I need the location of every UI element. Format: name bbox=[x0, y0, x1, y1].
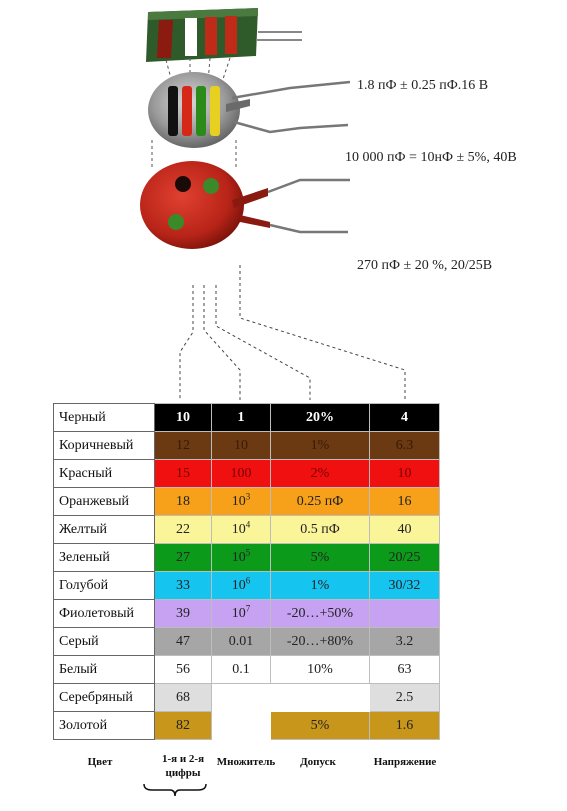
footer-voltage-label: Напряжение bbox=[373, 756, 437, 768]
voltage-cell: 6.3 bbox=[369, 431, 440, 460]
multiplier-base: 10 bbox=[231, 521, 246, 537]
multiplier-cell bbox=[211, 683, 271, 712]
multiplier-cell: 0.1 bbox=[211, 655, 271, 684]
tolerance-cell: 0.5 пФ bbox=[270, 515, 370, 544]
multiplier-exponent: 7 bbox=[245, 602, 251, 613]
footer-digits-line2: цифры bbox=[165, 767, 201, 779]
digits-cell: 22 bbox=[154, 515, 212, 544]
multiplier-cell: 103 bbox=[211, 487, 271, 516]
color-name-cell: Желтый bbox=[53, 515, 155, 544]
table-row: Черный 10 1 20% 4 bbox=[53, 403, 440, 432]
footer-digits-line1: 1-я и 2-я bbox=[161, 753, 205, 765]
footer-color-label: Цвет bbox=[87, 756, 113, 768]
voltage-cell: 30/32 bbox=[369, 571, 440, 600]
digits-cell: 39 bbox=[154, 599, 212, 628]
tolerance-cell: 1% bbox=[270, 571, 370, 600]
digits-cell: 27 bbox=[154, 543, 212, 572]
multiplier-cell: 100 bbox=[211, 459, 271, 488]
color-name-cell: Зеленый bbox=[53, 543, 155, 572]
table-row: Серый 47 0.01 -20…+80% 3.2 bbox=[53, 627, 440, 656]
color-name-cell: Серебряный bbox=[53, 683, 155, 712]
connector-lines bbox=[179, 265, 406, 400]
footer-multiplier-label: Множитель bbox=[216, 756, 276, 768]
tolerance-cell: 5% bbox=[270, 711, 370, 740]
red-disc-capacitor bbox=[140, 161, 350, 249]
multiplier-cell: 1 bbox=[211, 403, 271, 432]
color-name-cell: Голубой bbox=[53, 571, 155, 600]
color-name-cell: Фиолетовый bbox=[53, 599, 155, 628]
voltage-cell: 2.5 bbox=[369, 683, 440, 712]
digits-brace bbox=[143, 783, 207, 797]
caption-red-capacitor: 10 000 пФ = 10нФ ± 5%, 40В bbox=[345, 150, 517, 165]
voltage-cell: 1.6 bbox=[369, 711, 440, 740]
multiplier-cell: 106 bbox=[211, 571, 271, 600]
tolerance-cell: 10% bbox=[270, 655, 370, 684]
multiplier-cell bbox=[211, 711, 271, 740]
multiplier-base: 10 bbox=[231, 605, 246, 621]
multiplier-cell: 0.01 bbox=[211, 627, 271, 656]
capacitor-illustration bbox=[140, 8, 406, 400]
voltage-cell: 16 bbox=[369, 487, 440, 516]
caption-tubular-capacitor: 270 пФ ± 20 %, 20/25В bbox=[357, 258, 493, 273]
multiplier-base: 10 bbox=[231, 493, 246, 509]
multiplier-cell: 104 bbox=[211, 515, 271, 544]
digits-cell: 12 bbox=[154, 431, 212, 460]
table-row: Оранжевый 18 103 0.25 пФ 16 bbox=[53, 487, 440, 516]
multiplier-exponent: 5 bbox=[245, 546, 251, 557]
color-name-cell: Черный bbox=[53, 403, 155, 432]
multiplier-base: 10 bbox=[231, 577, 246, 593]
table-row: Золотой 82 5% 1.6 bbox=[53, 711, 440, 740]
multiplier-cell: 10 bbox=[211, 431, 271, 460]
caption-grey-capacitor: 1.8 пФ ± 0.25 пФ.16 В bbox=[357, 78, 489, 93]
table-row: Коричневый 12 10 1% 6.3 bbox=[53, 431, 440, 460]
grey-disc-capacitor bbox=[148, 72, 351, 148]
tolerance-cell: 20% bbox=[270, 403, 370, 432]
voltage-cell: 4 bbox=[369, 403, 440, 432]
tolerance-cell bbox=[270, 683, 370, 712]
voltage-cell: 10 bbox=[369, 459, 440, 488]
color-name-cell: Серый bbox=[53, 627, 155, 656]
multiplier-exponent: 4 bbox=[245, 518, 251, 529]
footer-tolerance-label: Допуск bbox=[300, 756, 336, 768]
table-row: Желтый 22 104 0.5 пФ 40 bbox=[53, 515, 440, 544]
color-code-table: Черный 10 1 20% 4 Коричневый 12 10 1% 6.3 Красный 1… bbox=[53, 403, 440, 740]
color-name-cell: Белый bbox=[53, 655, 155, 684]
table-row: Белый 56 0.1 10% 63 bbox=[53, 655, 440, 684]
tolerance-cell: 1% bbox=[270, 431, 370, 460]
table-row: Голубой 33 106 1% 30/32 bbox=[53, 571, 440, 600]
voltage-cell: 63 bbox=[369, 655, 440, 684]
tolerance-cell: -20…+80% bbox=[270, 627, 370, 656]
digits-cell: 47 bbox=[154, 627, 212, 656]
digits-cell: 82 bbox=[154, 711, 212, 740]
table-row: Красный 15 100 2% 10 bbox=[53, 459, 440, 488]
multiplier-cell: 107 bbox=[211, 599, 271, 628]
voltage-cell: 40 bbox=[369, 515, 440, 544]
tolerance-cell: 5% bbox=[270, 543, 370, 572]
color-name-cell: Золотой bbox=[53, 711, 155, 740]
digits-cell: 10 bbox=[154, 403, 212, 432]
digits-cell: 18 bbox=[154, 487, 212, 516]
color-name-cell: Оранжевый bbox=[53, 487, 155, 516]
tolerance-cell: 0.25 пФ bbox=[270, 487, 370, 516]
digits-cell: 33 bbox=[154, 571, 212, 600]
color-name-cell: Коричневый bbox=[53, 431, 155, 460]
multiplier-exponent: 3 bbox=[245, 490, 251, 501]
color-name-cell: Красный bbox=[53, 459, 155, 488]
multiplier-cell: 105 bbox=[211, 543, 271, 572]
multiplier-exponent: 6 bbox=[245, 574, 251, 585]
tolerance-cell: 2% bbox=[270, 459, 370, 488]
table-row: Зеленый 27 105 5% 20/25 bbox=[53, 543, 440, 572]
footer-digits-label: 1-я и 2-я цифры bbox=[148, 752, 218, 780]
digits-cell: 56 bbox=[154, 655, 212, 684]
tolerance-cell: -20…+50% bbox=[270, 599, 370, 628]
table-row: Фиолетовый 39 107 -20…+50% bbox=[53, 599, 440, 628]
digits-cell: 68 bbox=[154, 683, 212, 712]
voltage-cell: 20/25 bbox=[369, 543, 440, 572]
table-row: Серебряный 68 2.5 bbox=[53, 683, 440, 712]
digits-cell: 15 bbox=[154, 459, 212, 488]
tubular-capacitor bbox=[146, 8, 302, 62]
voltage-cell: 3.2 bbox=[369, 627, 440, 656]
multiplier-base: 10 bbox=[231, 549, 246, 565]
voltage-cell bbox=[369, 599, 440, 628]
